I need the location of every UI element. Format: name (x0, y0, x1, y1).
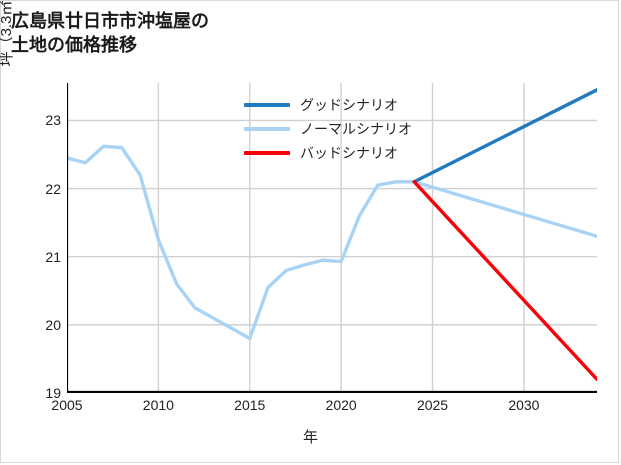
legend-swatch-icon (244, 103, 290, 107)
series-line-バッドシナリオ (412, 180, 597, 382)
legend: グッドシナリオ ノーマルシナリオ バッドシナリオ (244, 93, 494, 165)
legend-item[interactable]: グッドシナリオ (244, 93, 494, 117)
series-line-ノーマルシナリオ (67, 144, 597, 341)
y-axis-ticks: 19 20 21 22 23 (29, 83, 61, 401)
series-line-グッドシナリオ (412, 88, 597, 184)
y-axis-label: 坪（3.3㎡）単価（万円） (0, 0, 16, 111)
legend-swatch-icon (244, 127, 290, 131)
x-tick-label: 2005 (51, 397, 83, 413)
x-tick-label: 2025 (416, 397, 449, 413)
x-tick-label: 2020 (325, 397, 357, 413)
legend-item-label: バッドシナリオ (300, 145, 398, 161)
x-axis-label: 年 (302, 429, 318, 446)
x-tick-label: 2015 (234, 397, 266, 413)
x-tick-label: 2030 (508, 397, 540, 413)
legend-item-label: ノーマルシナリオ (300, 121, 412, 137)
line-chart-svg (67, 83, 597, 393)
y-tick-label: 19 (45, 385, 61, 401)
plot-area (67, 83, 597, 393)
y-tick-label: 21 (45, 248, 61, 265)
legend-item[interactable]: バッドシナリオ (244, 141, 494, 165)
y-tick-label: 20 (45, 316, 61, 333)
y-tick-label: 22 (45, 180, 61, 197)
x-axis-ticks: 2005 2010 2015 2020 2025 2030 (51, 397, 597, 417)
legend-item-label: グッドシナリオ (300, 97, 398, 113)
series-lines (67, 88, 597, 382)
legend-swatch-icon (244, 151, 290, 155)
page-title: 広島県廿日市市沖塩屋の 土地の価格推移 (11, 11, 209, 56)
x-tick-label: 2010 (142, 397, 174, 413)
y-tick-label: 23 (45, 112, 61, 129)
legend-item[interactable]: ノーマルシナリオ (244, 117, 494, 141)
gridlines (67, 83, 597, 393)
